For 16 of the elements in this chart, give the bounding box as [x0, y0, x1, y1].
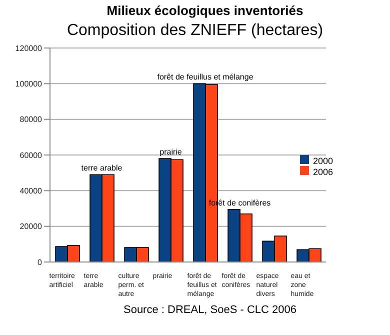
- y-tick-label: 60000: [20, 150, 43, 160]
- y-tick-label: 0: [38, 258, 43, 267]
- chart-title: Milieux écologiques inventoriés: [106, 3, 304, 18]
- y-tick-label: 20000: [20, 222, 43, 232]
- y-tick-label: 80000: [20, 115, 43, 124]
- y-tick-label: 40000: [20, 186, 43, 196]
- chart-subtitle: Composition des ZNIEFF (hectares): [66, 22, 324, 40]
- y-tick-label: 100000: [15, 80, 43, 89]
- legend-label: 2000: [313, 156, 334, 166]
- annotation: prairie: [160, 148, 182, 157]
- annotation: terre arable: [81, 164, 123, 173]
- legend-label: 2006: [313, 167, 334, 177]
- source-note: Source : DREAL, SoeS - CLC 2006: [122, 304, 298, 316]
- annotation: forêt de feuillus et mélange: [157, 72, 254, 82]
- annotation: forêt de conifères: [208, 198, 271, 208]
- y-tick-label: 120000: [15, 44, 43, 53]
